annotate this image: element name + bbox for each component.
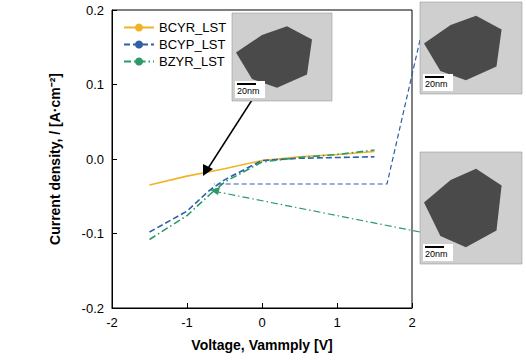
- svg-text:20nm: 20nm: [425, 79, 448, 89]
- svg-text:-0.1: -0.1: [82, 226, 104, 241]
- svg-text:20nm: 20nm: [425, 249, 448, 259]
- svg-text:BCYR_LST: BCYR_LST: [159, 20, 226, 35]
- svg-text:-2: -2: [106, 315, 118, 330]
- svg-text:2: 2: [408, 315, 415, 330]
- svg-text:-0.2: -0.2: [82, 301, 104, 316]
- svg-text:-1: -1: [181, 315, 193, 330]
- svg-text:BZYR_LST: BZYR_LST: [159, 54, 225, 69]
- svg-text:BCYP_LST: BCYP_LST: [159, 37, 226, 52]
- svg-text:0.2: 0.2: [86, 3, 104, 18]
- svg-text:0.1: 0.1: [86, 77, 104, 92]
- svg-text:20nm: 20nm: [237, 86, 260, 96]
- svg-text:0.0: 0.0: [86, 152, 104, 167]
- svg-text:Voltage, Vammply [V]: Voltage, Vammply [V]: [191, 337, 332, 353]
- svg-text:0: 0: [258, 315, 265, 330]
- svg-text:1: 1: [333, 315, 340, 330]
- svg-text:Current density, / [A·cm⁻²]: Current density, / [A·cm⁻²]: [47, 73, 63, 245]
